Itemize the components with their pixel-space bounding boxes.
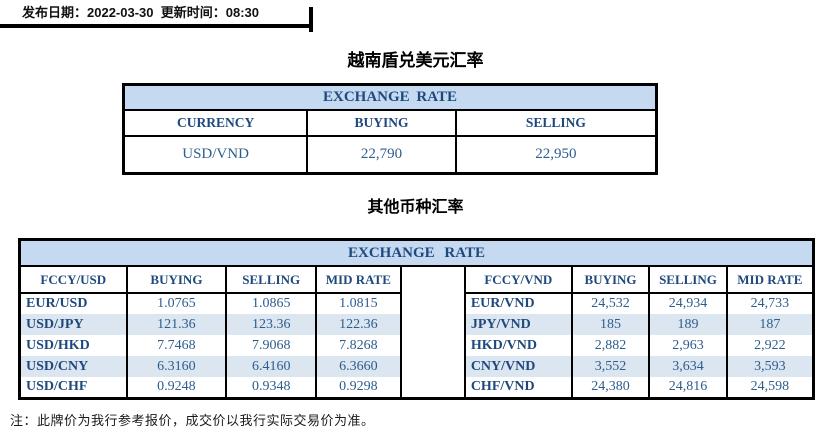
publish-date-value: 2022-03-30	[87, 5, 154, 20]
pair-cell: JPY/VND	[463, 314, 573, 335]
pair-cell: EUR/VND	[463, 293, 573, 314]
selling-cell: 3,634	[648, 356, 728, 377]
mid-rate-cell: 3,593	[725, 356, 815, 377]
pair-cell: USD/CNY	[18, 356, 128, 377]
buying-cell: 0.9248	[125, 377, 228, 398]
selling-cell: 6.4160	[225, 356, 318, 377]
pair-cell: CHF/VND	[463, 377, 573, 398]
right-col-selling: SELLING	[648, 266, 728, 294]
selling-cell: 0.9348	[225, 377, 318, 398]
table-divider-gap	[399, 266, 466, 398]
buying-cell: 185	[570, 314, 651, 335]
usd-col-buying: BUYING	[306, 109, 457, 137]
selling-cell: 24,934	[648, 293, 728, 314]
buying-cell: 2,882	[570, 335, 651, 356]
usd-col-selling: SELLING	[454, 109, 658, 137]
reference-footnote: 注：此牌价为我行参考报价，成交价以我行实际交易价为准。	[10, 413, 375, 428]
mid-rate-cell: 24,733	[725, 293, 815, 314]
buying-cell: 1.0765	[125, 293, 228, 314]
left-col-selling: SELLING	[225, 266, 318, 294]
usd-vnd-rate-table: EXCHANGE RATE CURRENCY BUYING SELLING US…	[122, 83, 658, 175]
usd-table-banner: EXCHANGE RATE	[122, 83, 658, 111]
usd-table-banner-row: EXCHANGE RATE	[122, 83, 658, 111]
buying-cell: 7.7468	[125, 335, 228, 356]
usd-pair-cell: USD/VND	[122, 135, 309, 175]
other-table-header-row: FCCY/USD BUYING SELLING MID RATE FCCY/VN…	[18, 266, 815, 398]
publish-info-box: 发布日期：2022-03-30 更新时间：08:30	[0, 0, 309, 28]
usd-table-header-row: CURRENCY BUYING SELLING	[122, 109, 658, 137]
rate-row-chf: USD/CHF 0.9248 0.9348 0.9298 CHF/VND 24,…	[18, 377, 815, 398]
mid-rate-cell: 2,922	[725, 335, 815, 356]
update-time-value: 08:30	[225, 5, 260, 20]
selling-cell: 189	[648, 314, 728, 335]
selling-cell: 2,963	[648, 335, 728, 356]
other-table-banner: EXCHANGE RATE	[18, 239, 815, 267]
mid-rate-cell: 187	[725, 314, 815, 335]
usd-col-currency: CURRENCY	[122, 109, 309, 137]
selling-cell: 7.9068	[225, 335, 318, 356]
usd-vnd-section-title: 越南盾兑美元汇率	[347, 51, 484, 70]
other-table-banner-row: EXCHANGE RATE	[18, 239, 815, 267]
mid-rate-cell: 0.9298	[315, 377, 402, 398]
pair-cell: USD/HKD	[18, 335, 128, 356]
publish-date-label: 发布日期：	[22, 5, 88, 20]
other-rates-table: EXCHANGE RATE FCCY/USD BUYING SELLING MI…	[18, 238, 815, 400]
rate-row-hkd: USD/HKD 7.7468 7.9068 7.8268 HKD/VND 2,8…	[18, 335, 815, 356]
pair-cell: EUR/USD	[18, 293, 128, 314]
usd-selling-cell: 22,950	[454, 135, 658, 175]
mid-rate-cell: 1.0815	[315, 293, 402, 314]
buying-cell: 24,380	[570, 377, 651, 398]
other-rates-section-title: 其他币种汇率	[367, 199, 464, 216]
publish-info-right-border	[309, 7, 313, 32]
selling-cell: 1.0865	[225, 293, 318, 314]
left-col-buying: BUYING	[125, 266, 228, 294]
buying-cell: 3,552	[570, 356, 651, 377]
pair-cell: USD/JPY	[18, 314, 128, 335]
mid-rate-cell: 122.36	[315, 314, 402, 335]
left-col-fccy-usd: FCCY/USD	[18, 266, 128, 294]
right-col-mid-rate: MID RATE	[725, 266, 815, 294]
mid-rate-cell: 6.3660	[315, 356, 402, 377]
mid-rate-cell: 24,598	[725, 377, 815, 398]
mid-rate-cell: 7.8268	[315, 335, 402, 356]
usd-table-data-row: USD/VND 22,790 22,950	[122, 135, 658, 175]
left-col-mid-rate: MID RATE	[315, 266, 402, 294]
pair-cell: HKD/VND	[463, 335, 573, 356]
pair-cell: CNY/VND	[463, 356, 573, 377]
buying-cell: 121.36	[125, 314, 228, 335]
usd-buying-cell: 22,790	[306, 135, 457, 175]
right-col-buying: BUYING	[570, 266, 651, 294]
update-time-label: 更新时间：	[160, 5, 226, 20]
buying-cell: 6.3160	[125, 356, 228, 377]
buying-cell: 24,532	[570, 293, 651, 314]
rate-row-eur: EUR/USD 1.0765 1.0865 1.0815 EUR/VND 24,…	[18, 293, 815, 314]
pair-cell: USD/CHF	[18, 377, 128, 398]
right-col-fccy-vnd: FCCY/VND	[463, 266, 573, 294]
selling-cell: 24,816	[648, 377, 728, 398]
selling-cell: 123.36	[225, 314, 318, 335]
